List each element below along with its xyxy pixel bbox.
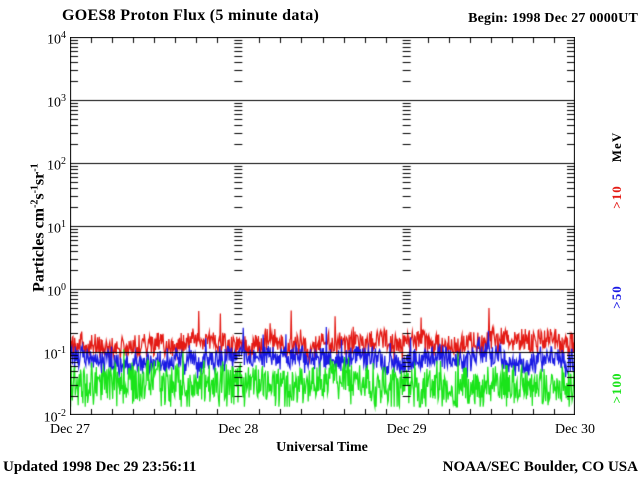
y-tick-label: 102 (47, 156, 66, 174)
chart-canvas (70, 37, 575, 415)
begin-timestamp: Begin: 1998 Dec 27 0000UT (468, 11, 638, 26)
y-tick-label: 103 (47, 93, 66, 111)
y-axis-title-segment: -2 (29, 199, 41, 208)
x-tick-label: Dec 30 (554, 422, 596, 437)
chart-title: GOES8 Proton Flux (5 minute data) (62, 7, 320, 24)
side-label-50: >50 (609, 285, 624, 309)
y-axis-title-segment: -1 (29, 185, 41, 194)
side-label-10: >10 (609, 185, 624, 209)
x-axis-title: Universal Time (276, 440, 368, 455)
plot-area (70, 37, 575, 415)
y-tick-label: 100 (47, 282, 66, 300)
side-label-100: >100 (609, 372, 624, 404)
y-axis-title-segment: s (30, 193, 48, 200)
y-tick-label: 10-1 (43, 345, 66, 363)
y-axis-title-segment: sr (30, 171, 48, 186)
x-tick-label: Dec 27 (49, 422, 91, 437)
x-tick-label: Dec 28 (218, 422, 259, 437)
updated-timestamp: Updated 1998 Dec 29 23:56:11 (3, 459, 197, 475)
side-label-mev: MeV (609, 131, 624, 163)
y-tick-label: 104 (47, 30, 66, 48)
x-tick-label: Dec 29 (386, 422, 427, 437)
y-tick-label: 101 (47, 219, 66, 237)
source-attribution: NOAA/SEC Boulder, CO USA (442, 459, 638, 475)
y-tick-label: 10-2 (43, 408, 66, 426)
